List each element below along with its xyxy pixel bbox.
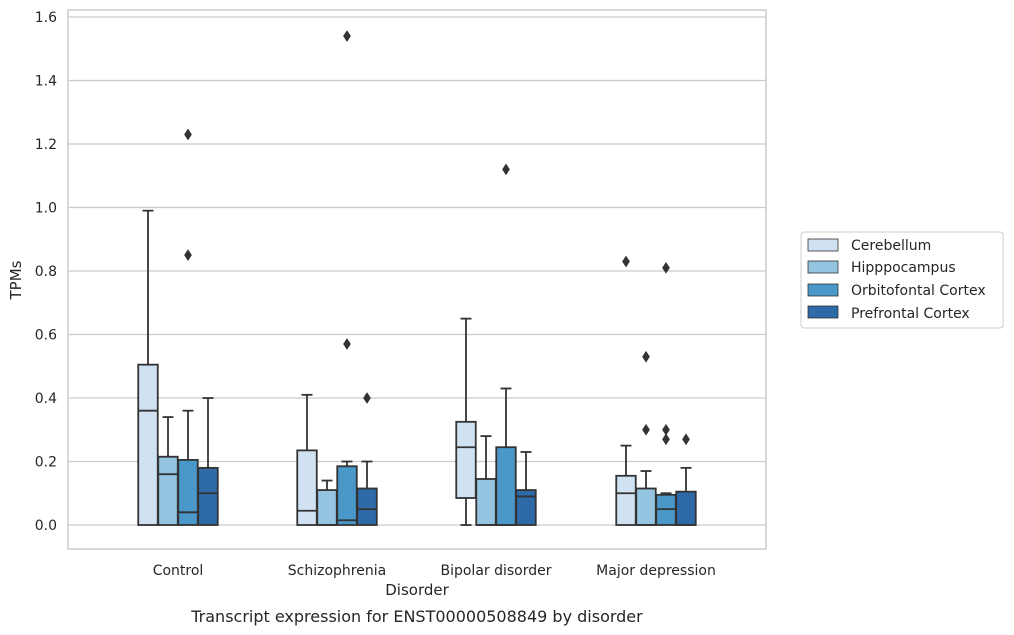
outlier-point	[662, 261, 670, 274]
legend-swatch-orbitofrontal	[807, 283, 839, 297]
x-axis-title: Disorder	[385, 581, 449, 599]
y-tick-label: 0.2	[35, 455, 57, 471]
box-iqr	[515, 489, 537, 526]
box-iqr	[675, 490, 697, 526]
outlier-point	[642, 350, 650, 363]
x-tick-labels: Control Schizophrenia Bipolar disorder Majo…	[153, 563, 716, 579]
y-tick-label: 0.8	[35, 264, 57, 280]
y-tick-labels: 0.0 0.2 0.4 0.6 0.8 1.0 1.2 1.4 1.6	[35, 10, 57, 534]
box-iqr	[316, 489, 338, 526]
box-iqr	[635, 487, 657, 526]
box-group	[157, 416, 179, 526]
legend: Cerebellum Hipppocampus Orbitofontal Cor…	[800, 231, 1004, 329]
y-tick-label: 1.2	[35, 137, 57, 153]
legend-label-prefrontal: Prefrontal Cortex	[851, 306, 970, 322]
box-iqr	[475, 478, 497, 526]
outlier-point	[343, 338, 351, 350]
box-group	[356, 392, 378, 526]
y-tick-label: 1.0	[35, 201, 57, 217]
y-tick-label: 1.4	[35, 74, 57, 90]
legend-label-orbitofrontal: Orbitofontal Cortex	[851, 283, 986, 299]
box-iqr	[495, 446, 517, 526]
box-group	[177, 128, 199, 526]
box-group	[675, 433, 697, 526]
box-group	[515, 451, 537, 526]
y-tick-label: 0.6	[35, 328, 57, 344]
outlier-point	[363, 392, 371, 404]
outlier-point	[184, 249, 192, 262]
legend-swatch-hippocampus	[807, 260, 839, 274]
y-tick-label: 0.4	[35, 391, 57, 407]
outlier-point	[184, 128, 192, 141]
legend-swatch-cerebellum	[807, 238, 839, 252]
box-iqr	[177, 459, 199, 526]
box-iqr	[137, 363, 159, 526]
outlier-point	[343, 30, 351, 43]
box-iqr	[455, 420, 477, 499]
x-tick-label: Bipolar disorder	[440, 563, 551, 579]
legend-frame	[800, 231, 1004, 329]
outlier-point	[682, 433, 690, 446]
boxes	[137, 30, 697, 526]
y-axis-title: TPMs	[7, 260, 25, 300]
box-group	[296, 393, 318, 526]
box-group	[455, 317, 477, 526]
x-tick-label: Schizophrenia	[288, 563, 386, 579]
outlier-point	[662, 433, 670, 446]
outlier-point	[622, 255, 630, 268]
box-group	[615, 255, 637, 526]
box-group	[197, 397, 219, 526]
x-tick-label: Major depression	[596, 563, 716, 579]
box-iqr	[296, 449, 318, 526]
chart-caption: Transcript expression for ENST0000050884…	[190, 607, 643, 626]
legend-swatch-prefrontal	[807, 305, 839, 319]
legend-label-cerebellum: Cerebellum	[851, 238, 931, 254]
box-iqr	[356, 487, 378, 526]
box-iqr	[615, 474, 637, 526]
box-group	[495, 163, 517, 526]
box-group	[137, 209, 159, 526]
x-tick-label: Control	[153, 563, 204, 579]
box-group	[336, 30, 358, 526]
box-iqr	[197, 466, 219, 526]
outlier-point	[502, 163, 510, 176]
box-iqr	[157, 455, 179, 526]
box-group	[655, 261, 677, 526]
box-iqr	[336, 465, 358, 526]
y-tick-label: 1.6	[35, 10, 57, 26]
outlier-point	[642, 423, 650, 436]
legend-label-hippocampus: Hipppocampus	[851, 260, 956, 276]
y-tick-label: 0.0	[35, 518, 57, 534]
